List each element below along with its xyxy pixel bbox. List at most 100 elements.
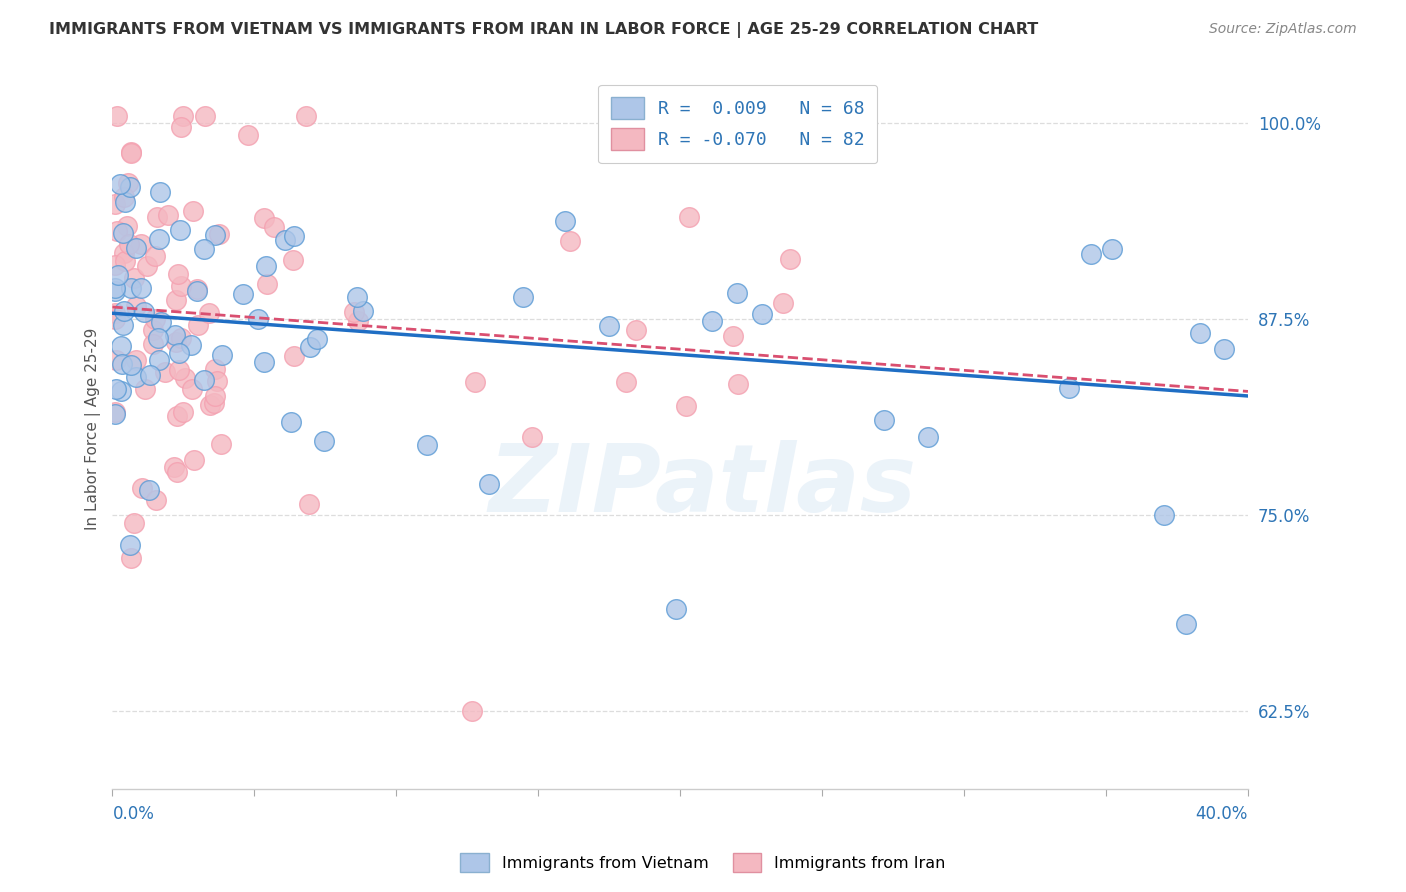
Point (120, 358, 142, 372)
Point (125, 241, 148, 255)
Point (114, 254, 136, 268)
Point (114, 195, 136, 210)
Point (110, 384, 132, 399)
Point (132, 304, 155, 318)
Point (166, 465, 188, 479)
Point (727, 377, 749, 392)
Point (170, 331, 193, 345)
Point (139, 368, 162, 382)
Point (700, 314, 723, 328)
Point (193, 373, 215, 387)
Point (148, 331, 170, 345)
Point (104, 311, 127, 326)
Point (169, 279, 191, 293)
Text: Source: ZipAtlas.com: Source: ZipAtlas.com (1209, 22, 1357, 37)
Point (208, 227, 231, 241)
Point (658, 101, 681, 115)
Point (283, 228, 305, 243)
Point (314, 434, 336, 448)
Point (134, 382, 156, 396)
Point (1057, 381, 1080, 395)
Point (416, 438, 439, 452)
Point (167, 267, 190, 281)
Point (180, 338, 202, 352)
Point (725, 286, 748, 301)
Point (236, 128, 259, 143)
Point (163, 460, 186, 475)
Point (246, 311, 269, 326)
Point (112, 304, 135, 318)
Point (346, 314, 368, 328)
Point (198, 306, 221, 320)
Point (145, 311, 167, 326)
Point (1101, 242, 1123, 256)
Point (110, 339, 132, 353)
Point (115, 219, 138, 233)
Point (751, 307, 773, 321)
Point (120, 538, 142, 552)
Point (120, 145, 142, 160)
Point (624, 323, 647, 337)
Point (180, 383, 202, 397)
Point (675, 399, 697, 413)
Point (145, 492, 167, 507)
Point (772, 296, 794, 310)
Point (104, 353, 127, 368)
Text: 0.0%: 0.0% (112, 805, 155, 823)
Point (172, 405, 194, 419)
Point (165, 328, 187, 343)
Point (105, 224, 128, 238)
Point (124, 516, 146, 531)
Text: IMMIGRANTS FROM VIETNAM VS IMMIGRANTS FROM IRAN IN LABOR FORCE | AGE 25-29 CORRE: IMMIGRANTS FROM VIETNAM VS IMMIGRANTS FR… (49, 22, 1039, 38)
Point (107, 268, 129, 282)
Point (187, 318, 209, 332)
Point (104, 408, 127, 422)
Point (194, 108, 217, 122)
Point (138, 483, 160, 498)
Point (520, 430, 543, 444)
Point (125, 353, 148, 368)
Point (111, 226, 134, 240)
Point (142, 336, 165, 351)
Legend: Immigrants from Vietnam, Immigrants from Iran: Immigrants from Vietnam, Immigrants from… (453, 845, 953, 880)
Point (118, 236, 141, 251)
Point (104, 197, 127, 211)
Point (104, 284, 127, 298)
Point (1080, 247, 1102, 261)
Point (120, 281, 142, 295)
Point (104, 306, 127, 320)
Point (461, 704, 484, 718)
Point (149, 315, 172, 329)
Point (256, 277, 278, 291)
Point (148, 353, 170, 368)
Point (253, 355, 276, 369)
Point (149, 185, 172, 199)
Point (665, 602, 688, 616)
Point (873, 413, 896, 427)
Point (156, 208, 179, 222)
Point (143, 249, 166, 263)
Point (111, 357, 134, 371)
Point (104, 405, 127, 419)
Point (136, 259, 159, 273)
Point (172, 108, 194, 122)
Point (204, 389, 226, 403)
Point (263, 220, 285, 235)
Point (169, 223, 191, 237)
Point (186, 284, 208, 298)
Point (211, 348, 233, 362)
Point (295, 108, 318, 122)
Point (122, 270, 145, 285)
Point (464, 376, 486, 390)
Point (131, 481, 153, 495)
Point (120, 145, 142, 160)
Text: ZIPatlas: ZIPatlas (489, 441, 917, 533)
Point (167, 346, 190, 360)
Point (678, 210, 700, 224)
Point (174, 371, 197, 385)
Point (253, 211, 276, 226)
Point (198, 399, 221, 413)
Point (280, 415, 302, 429)
Point (166, 409, 188, 423)
Point (779, 252, 801, 266)
